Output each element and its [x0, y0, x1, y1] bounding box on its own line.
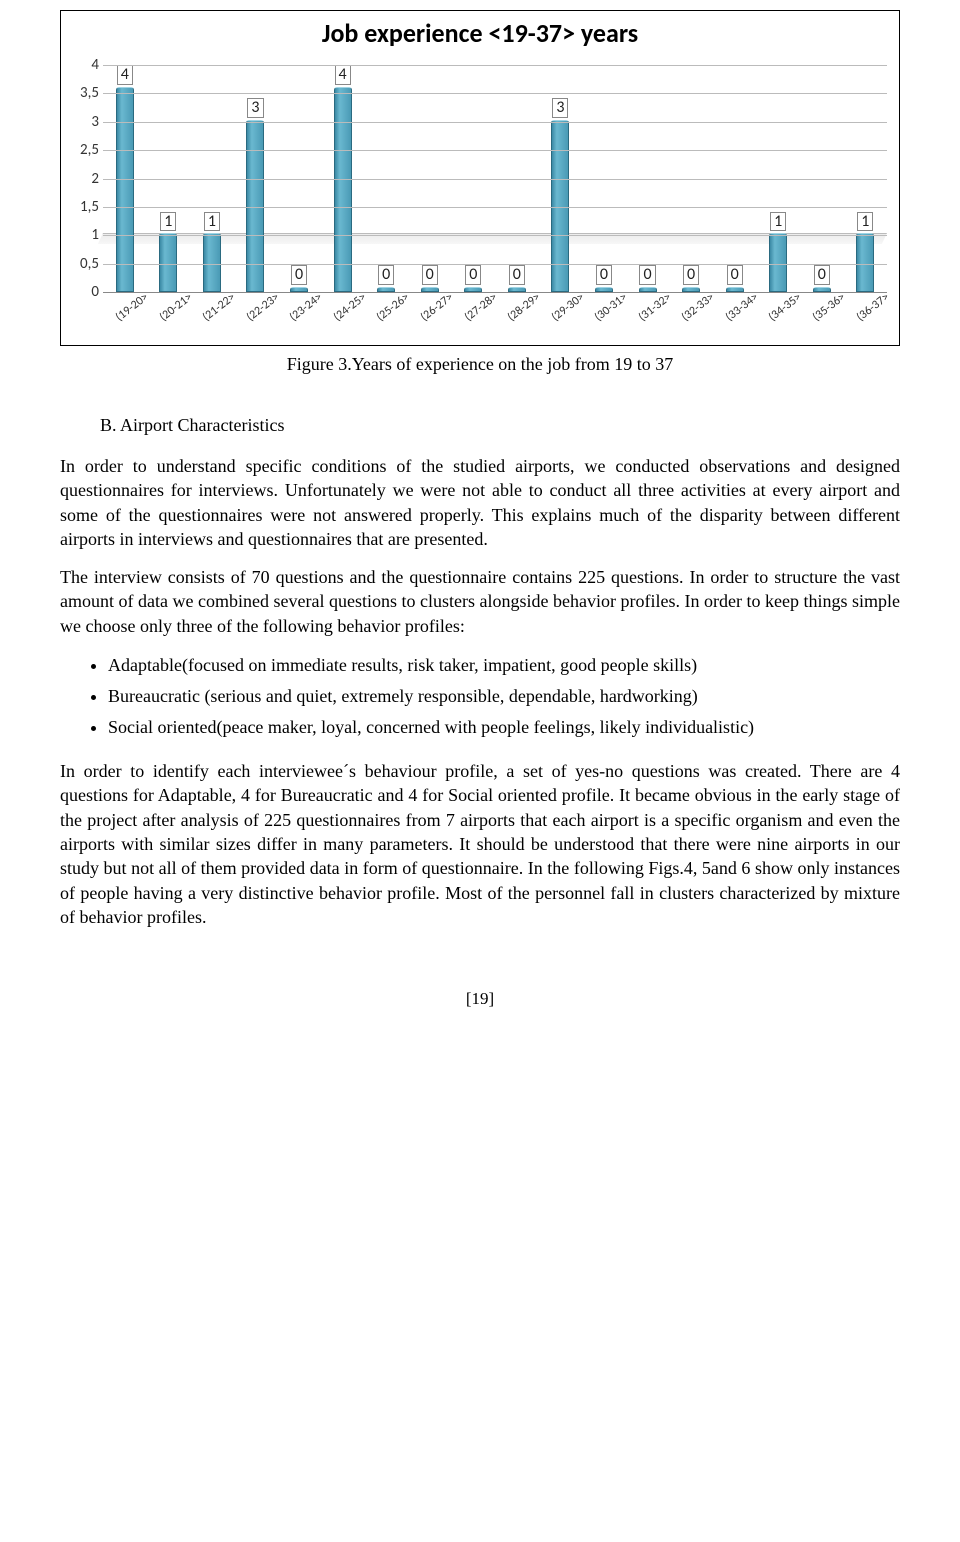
bar-value-label: 0 — [465, 265, 481, 285]
bar-value-label: 4 — [335, 65, 351, 85]
list-item: Bureaucratic (serious and quiet, extreme… — [108, 683, 900, 710]
bar-value-label: 0 — [596, 265, 612, 285]
bar-value-label: 1 — [770, 212, 786, 232]
bar-value-label: 1 — [160, 212, 176, 232]
chart-x-axis: (19-20>(20-21>(21-22>(22-23>(23-24>(24-2… — [103, 293, 887, 341]
section-title: Airport Characteristics — [120, 415, 284, 435]
gridline — [103, 93, 887, 94]
bar-value-label: 0 — [814, 265, 830, 285]
bar-value-label: 0 — [378, 265, 394, 285]
y-tick-label: 3,5 — [69, 84, 99, 102]
y-tick-label: 0,5 — [69, 255, 99, 273]
bar — [246, 120, 264, 292]
bar — [551, 120, 569, 292]
y-tick-label: 2 — [69, 170, 99, 188]
bar-value-label: 4 — [117, 65, 133, 85]
list-item: Adaptable(focused on immediate results, … — [108, 652, 900, 679]
y-tick-label: 4 — [69, 56, 99, 74]
gridline — [103, 150, 887, 151]
gridline — [103, 235, 887, 236]
chart-title: Job experience <19-37> years — [69, 17, 891, 49]
y-tick-label: 0 — [69, 283, 99, 301]
list-item: Social oriented(peace maker, loyal, conc… — [108, 714, 900, 741]
gridline — [103, 207, 887, 208]
y-tick-label: 3 — [69, 113, 99, 131]
bar — [159, 233, 177, 292]
paragraph-3: In order to identify each interviewee´s … — [60, 759, 900, 929]
paragraph-1: In order to understand specific conditio… — [60, 454, 900, 551]
behavior-profiles-list: Adaptable(focused on immediate results, … — [60, 652, 900, 741]
bar-value-label: 0 — [683, 265, 699, 285]
y-tick-label: 2,5 — [69, 141, 99, 159]
bar — [769, 233, 787, 292]
gridline — [103, 264, 887, 265]
bar-value-label: 0 — [291, 265, 307, 285]
bar-value-label: 0 — [509, 265, 525, 285]
bar — [334, 87, 352, 292]
chart-plot-area: 411304000030000101 00,511,522,533,54 (19… — [103, 51, 887, 341]
gridline — [103, 122, 887, 123]
paragraph-2: The interview consists of 70 questions a… — [60, 565, 900, 638]
figure-caption: Figure 3.Years of experience on the job … — [60, 354, 900, 375]
y-tick-label: 1 — [69, 226, 99, 244]
section-heading: B. Airport Characteristics — [100, 415, 900, 436]
bar — [203, 233, 221, 292]
bar-value-label: 1 — [857, 212, 873, 232]
bar-value-label: 0 — [727, 265, 743, 285]
section-letter: B. — [100, 415, 117, 435]
page-number: [19] — [60, 989, 900, 1009]
bar-value-label: 3 — [552, 98, 568, 118]
bar — [116, 87, 134, 292]
job-experience-chart: Job experience <19-37> years 4 1 1 3 0 4 0 0 0 0 3… — [60, 10, 900, 346]
bar-value-label: 3 — [247, 98, 263, 118]
bar-value-label: 0 — [422, 265, 438, 285]
bar-value-label: 0 — [639, 265, 655, 285]
y-tick-label: 1,5 — [69, 198, 99, 216]
bar — [856, 233, 874, 292]
gridline — [103, 65, 887, 66]
bar-value-label: 1 — [204, 212, 220, 232]
gridline — [103, 179, 887, 180]
